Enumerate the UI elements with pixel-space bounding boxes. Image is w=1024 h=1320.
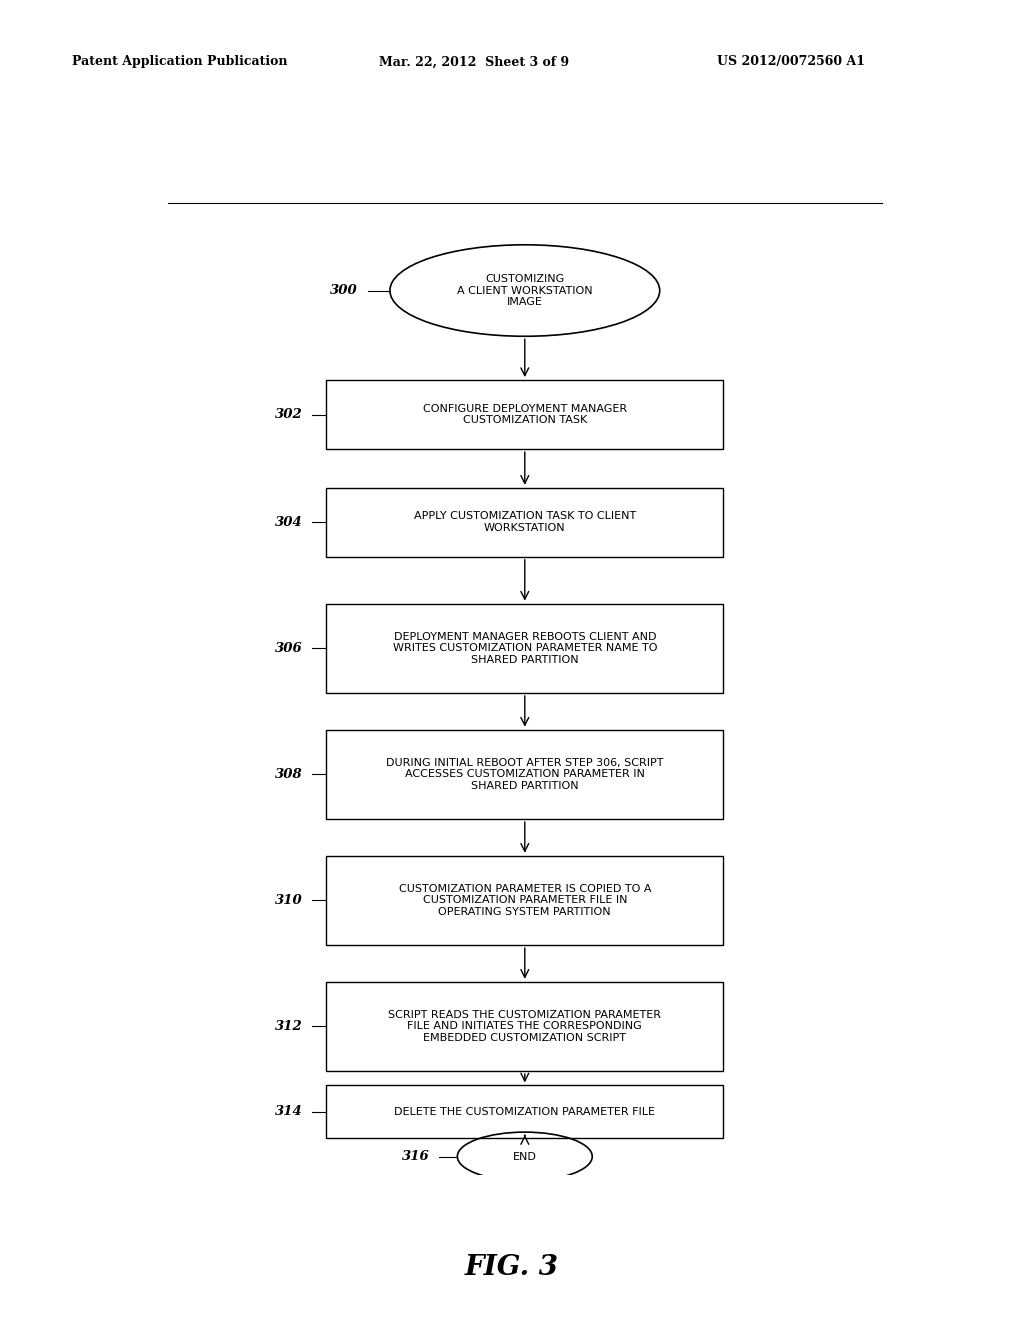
Text: Patent Application Publication: Patent Application Publication xyxy=(72,55,287,69)
Text: 312: 312 xyxy=(274,1020,303,1034)
Text: US 2012/0072560 A1: US 2012/0072560 A1 xyxy=(717,55,865,69)
Text: 304: 304 xyxy=(274,516,303,529)
Text: DEPLOYMENT MANAGER REBOOTS CLIENT AND
WRITES CUSTOMIZATION PARAMETER NAME TO
SHA: DEPLOYMENT MANAGER REBOOTS CLIENT AND WR… xyxy=(392,632,657,665)
Text: 316: 316 xyxy=(401,1150,430,1163)
Text: 306: 306 xyxy=(274,642,303,655)
Text: CUSTOMIZATION PARAMETER IS COPIED TO A
CUSTOMIZATION PARAMETER FILE IN
OPERATING: CUSTOMIZATION PARAMETER IS COPIED TO A C… xyxy=(398,884,651,917)
Text: 302: 302 xyxy=(274,408,303,421)
Text: CONFIGURE DEPLOYMENT MANAGER
CUSTOMIZATION TASK: CONFIGURE DEPLOYMENT MANAGER CUSTOMIZATI… xyxy=(423,404,627,425)
Text: SCRIPT READS THE CUSTOMIZATION PARAMETER
FILE AND INITIATES THE CORRESPONDING
EM: SCRIPT READS THE CUSTOMIZATION PARAMETER… xyxy=(388,1010,662,1043)
Text: FIG. 3: FIG. 3 xyxy=(465,1254,559,1280)
Text: 310: 310 xyxy=(274,894,303,907)
Text: 300: 300 xyxy=(331,284,358,297)
Text: 314: 314 xyxy=(274,1105,303,1118)
Text: Mar. 22, 2012  Sheet 3 of 9: Mar. 22, 2012 Sheet 3 of 9 xyxy=(379,55,569,69)
Text: CUSTOMIZING
A CLIENT WORKSTATION
IMAGE: CUSTOMIZING A CLIENT WORKSTATION IMAGE xyxy=(457,275,593,308)
Text: 308: 308 xyxy=(274,768,303,781)
Text: DELETE THE CUSTOMIZATION PARAMETER FILE: DELETE THE CUSTOMIZATION PARAMETER FILE xyxy=(394,1106,655,1117)
Text: DURING INITIAL REBOOT AFTER STEP 306, SCRIPT
ACCESSES CUSTOMIZATION PARAMETER IN: DURING INITIAL REBOOT AFTER STEP 306, SC… xyxy=(386,758,664,791)
Text: APPLY CUSTOMIZATION TASK TO CLIENT
WORKSTATION: APPLY CUSTOMIZATION TASK TO CLIENT WORKS… xyxy=(414,511,636,533)
Text: END: END xyxy=(513,1151,537,1162)
